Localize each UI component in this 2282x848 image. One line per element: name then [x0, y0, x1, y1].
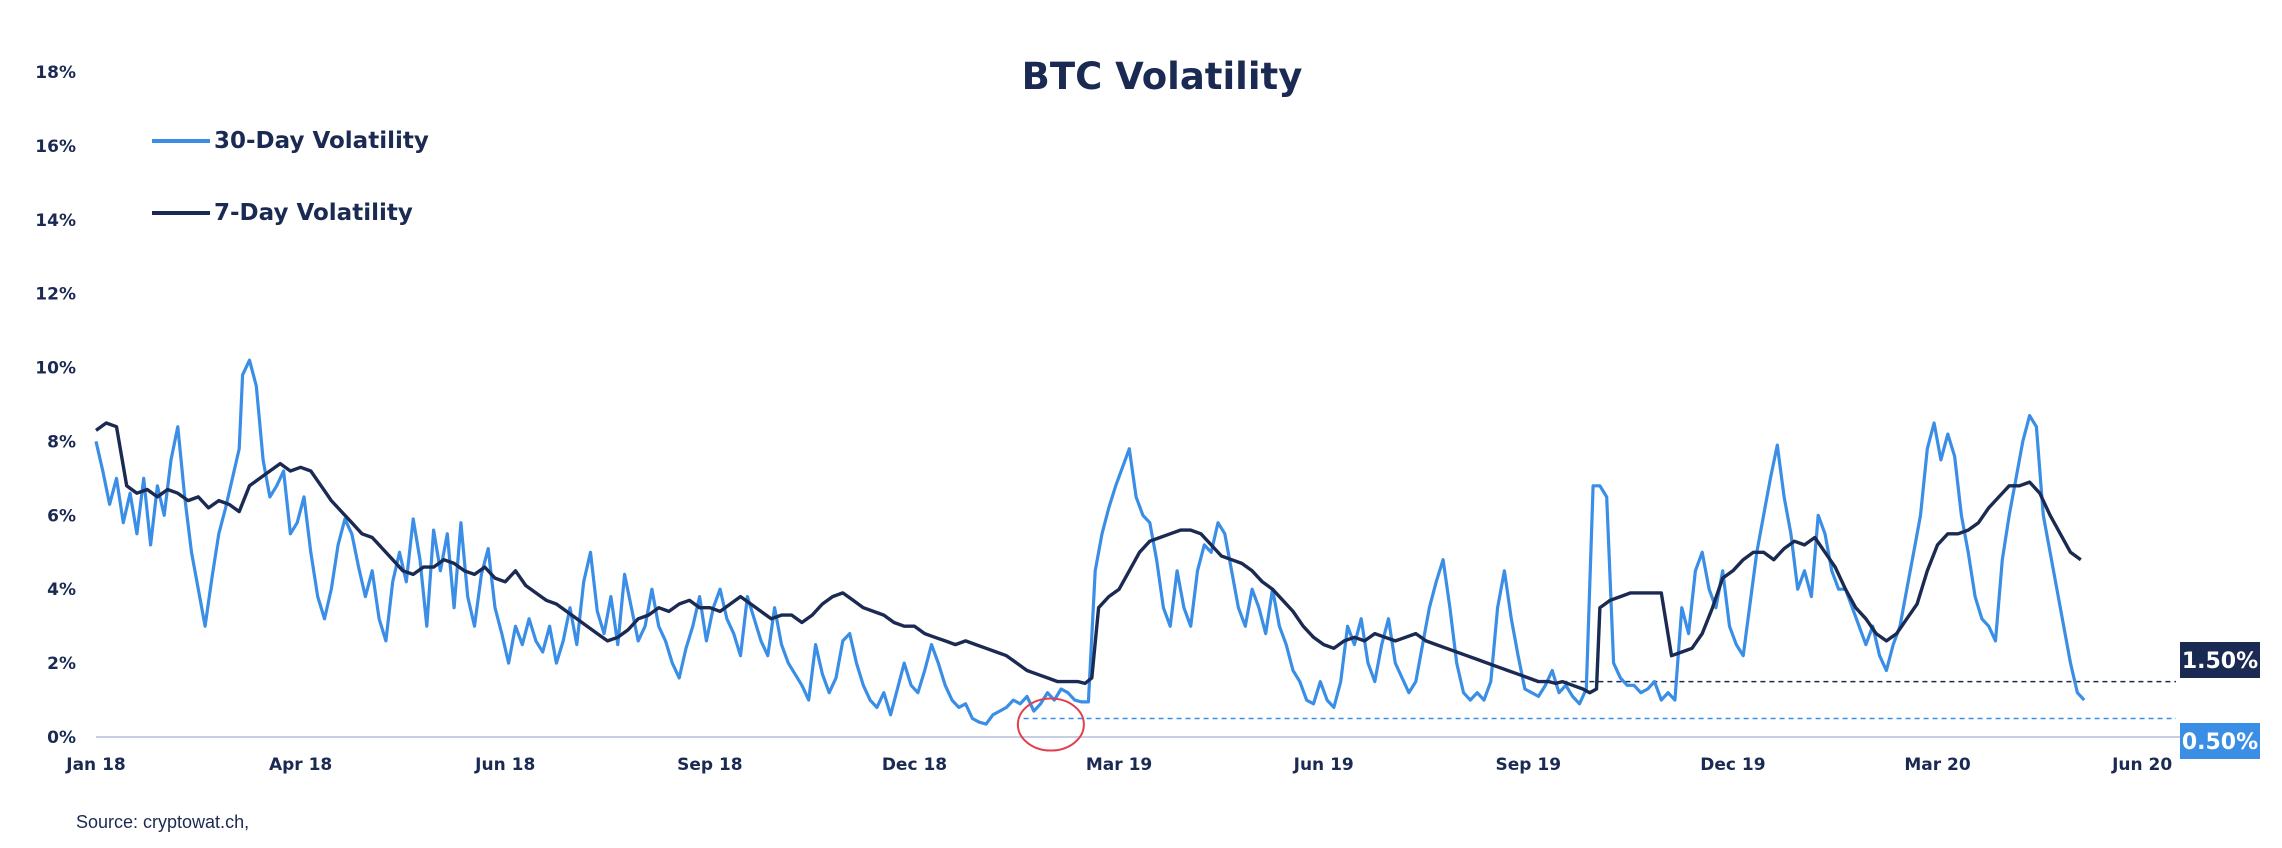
reference-badge-label: 1.50%	[2182, 649, 2258, 674]
y-tick-label: 16%	[35, 137, 76, 157]
y-tick-label: 12%	[35, 285, 76, 305]
y-tick-label: 10%	[35, 359, 76, 379]
x-tick-label: Dec 19	[1700, 755, 1765, 775]
legend-label-30day: 30-Day Volatility	[214, 128, 429, 154]
x-tick-label: Sep 18	[677, 755, 743, 775]
x-tick-label: Jan 18	[65, 755, 125, 775]
x-tick-label: Apr 18	[269, 755, 332, 775]
x-tick-label: Mar 20	[1904, 755, 1971, 775]
legend-swatch-30day	[152, 139, 210, 143]
x-tick-label: Jun 18	[474, 755, 535, 775]
x-tick-label: Dec 18	[882, 755, 947, 775]
x-tick-label: Jun 19	[1293, 755, 1354, 775]
series-line-7day	[95, 421, 2082, 695]
y-tick-label: 18%	[35, 63, 76, 83]
legend-label-7day: 7-Day Volatility	[214, 200, 413, 226]
y-tick-label: 0%	[47, 728, 76, 748]
source-note: Source: cryptowat.ch,	[76, 812, 250, 832]
x-tick-label: Mar 19	[1086, 755, 1152, 775]
y-tick-label: 8%	[47, 432, 76, 452]
legend-swatch-7day	[152, 211, 210, 215]
reference-badge-label: 0.50%	[2182, 730, 2258, 755]
x-tick-label: Sep 19	[1496, 755, 1562, 775]
reference-badge	[2180, 642, 2260, 678]
series-line-30day	[94, 358, 2086, 726]
chart-title: BTC Volatility	[1021, 55, 1303, 98]
y-tick-label: 4%	[47, 580, 76, 600]
x-tick-label: Jun 20	[2111, 755, 2172, 775]
legend-item-30day: 30-Day Volatility	[152, 128, 429, 154]
highlight-circle	[1016, 697, 1085, 752]
legend-item-7day: 7-Day Volatility	[152, 200, 413, 226]
y-tick-label: 2%	[47, 654, 76, 674]
reference-badge	[2180, 723, 2260, 759]
y-tick-label: 6%	[47, 506, 76, 526]
y-tick-label: 14%	[35, 211, 76, 231]
